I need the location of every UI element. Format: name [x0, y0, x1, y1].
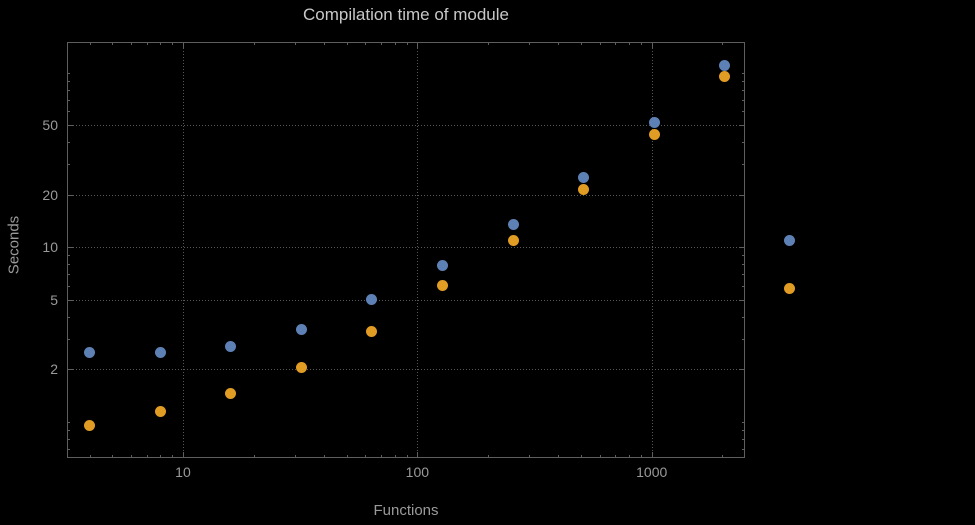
chart-title: Compilation time of module [303, 5, 509, 24]
y-tick-label: 2 [50, 361, 58, 378]
y-tick-label: 5 [50, 291, 58, 308]
y-tick-label: 20 [42, 186, 58, 203]
legend-marker-2 [784, 283, 795, 294]
legend [784, 235, 795, 294]
x-axis-label: Functions [373, 502, 439, 519]
x-tick-label: 100 [405, 464, 430, 480]
x-tick-label: 10 [175, 464, 191, 480]
y-axis-label: Seconds [5, 215, 23, 275]
legend-marker-1 [784, 235, 795, 246]
y-tick-label: 50 [42, 117, 58, 134]
plot-frame [67, 42, 745, 458]
x-tick-label: 1000 [636, 464, 668, 480]
